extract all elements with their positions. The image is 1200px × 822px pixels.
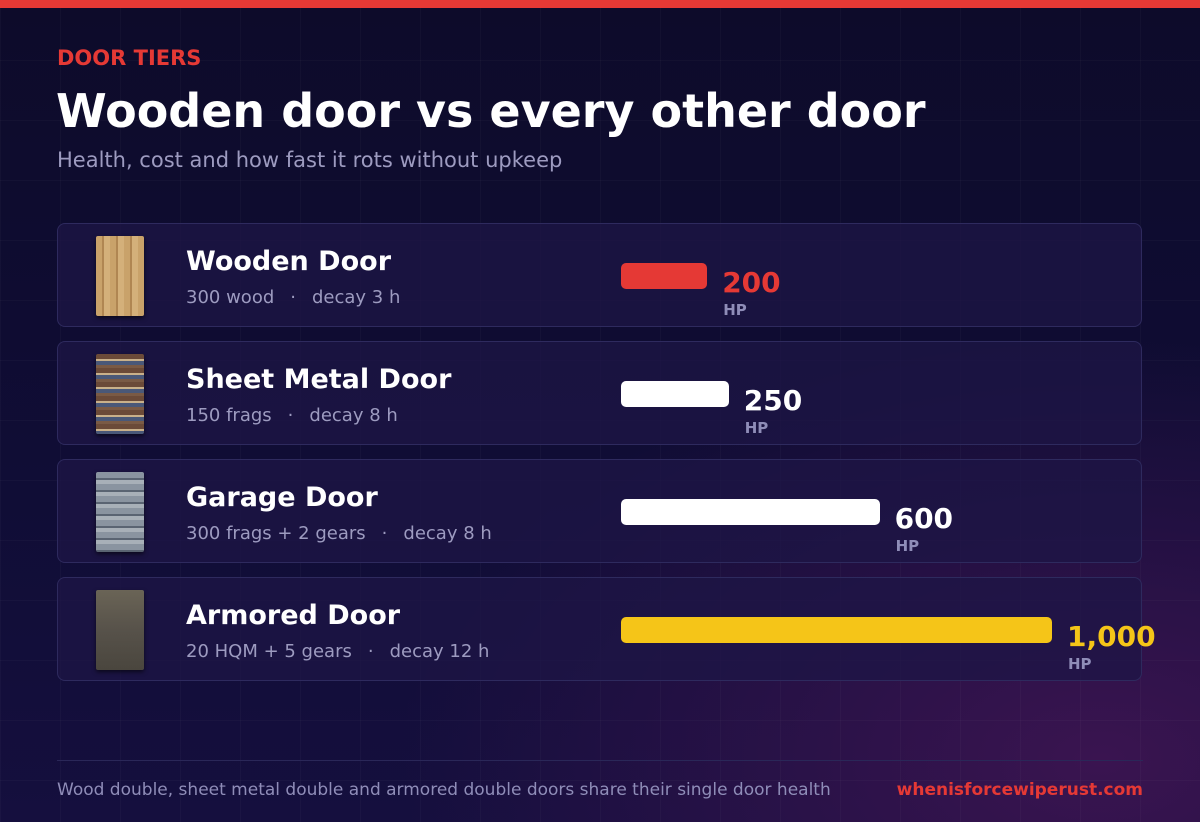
separator: · [287, 405, 294, 426]
door-details: 150 frags · decay 8 h [186, 405, 398, 426]
cost: 300 frags + 2 gears [186, 523, 366, 544]
value-label: 250 [743, 384, 803, 417]
cost: 300 wood [186, 287, 275, 308]
cost: 20 HQM + 5 gears [186, 641, 352, 662]
door-name: Wooden Door [186, 246, 392, 277]
door-icon [96, 236, 144, 316]
decay: decay 12 h [389, 641, 490, 662]
value-label: 200 [722, 266, 781, 299]
cost: 150 frags [186, 405, 272, 426]
door-name: Garage Door [186, 482, 378, 513]
decay: decay 8 h [309, 405, 398, 426]
separator: · [290, 287, 296, 308]
unit-label: HP [723, 301, 747, 319]
title: Wooden door vs every other door [56, 84, 926, 138]
door-row: Sheet Metal Door 150 frags · decay 8 h 250 HP [57, 341, 1142, 445]
door-icon [96, 590, 144, 670]
separator: · [381, 523, 388, 544]
bar [621, 499, 880, 525]
divider [57, 760, 1143, 761]
door-name: Armored Door [186, 600, 401, 631]
footnote: Wood double, sheet metal double and armo… [57, 780, 831, 800]
bar [621, 263, 708, 289]
value-label: 1,000 [1067, 620, 1156, 653]
unit-label: HP [744, 419, 769, 437]
door-row: Wooden Door 300 wood · decay 3 h 200 HP [57, 223, 1142, 327]
door-icon [96, 354, 144, 434]
eyebrow: DOOR TIERS [57, 46, 202, 70]
top-bar [0, 0, 1200, 8]
door-details: 300 wood · decay 3 h [186, 287, 400, 308]
bar [621, 381, 729, 407]
door-row: Armored Door 20 HQM + 5 gears · decay 12 h 1… [57, 577, 1156, 681]
door-row: Garage Door 300 frags + 2 gears · decay 8 h… [57, 459, 1142, 563]
door-name: Sheet Metal Door [186, 364, 452, 395]
door-details: 300 frags + 2 gears · decay 8 h [186, 523, 492, 544]
bar [621, 617, 1052, 643]
unit-label: HP [1068, 655, 1092, 673]
door-icon [96, 472, 144, 552]
decay: decay 3 h [312, 287, 401, 308]
unit-label: HP [895, 537, 920, 555]
separator: · [367, 641, 374, 662]
subtitle: Health, cost and how fast it rots withou… [57, 148, 563, 172]
value-label: 600 [894, 502, 954, 535]
source[interactable]: whenisforcewiperust.com [896, 780, 1143, 800]
decay: decay 8 h [403, 523, 492, 544]
door-details: 20 HQM + 5 gears · decay 12 h [186, 641, 489, 662]
